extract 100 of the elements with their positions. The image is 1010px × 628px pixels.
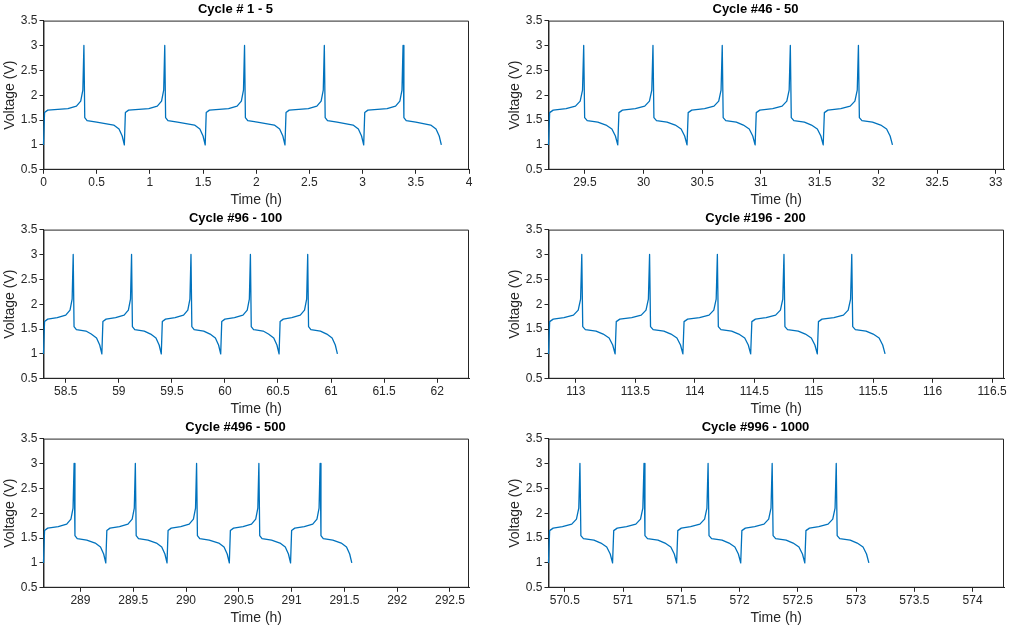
x-tick-label: 113.5 bbox=[620, 384, 651, 399]
y-tick-label: 0.5 bbox=[525, 162, 543, 177]
y-tick-label: 2.5 bbox=[20, 62, 38, 77]
x-tick-label: 573.5 bbox=[899, 593, 930, 608]
y-tick-label: 3.5 bbox=[20, 12, 38, 27]
chart-title: Cycle #96 - 100 bbox=[188, 210, 283, 226]
x-tick-label: 289 bbox=[70, 593, 91, 608]
x-tick-label: 32 bbox=[871, 175, 886, 190]
y-tick-label: 3.5 bbox=[525, 221, 543, 236]
x-tick-label: 290 bbox=[176, 593, 197, 608]
y-tick-label: 2 bbox=[30, 296, 38, 311]
y-axis-title: Voltage (V) bbox=[506, 478, 523, 548]
chart-title: Cycle #196 - 200 bbox=[705, 210, 806, 226]
x-tick-label: 0 bbox=[40, 175, 48, 190]
x-axis-title: Time (h) bbox=[230, 191, 283, 208]
x-axis-title: Time (h) bbox=[230, 400, 283, 417]
y-tick-label: 3 bbox=[535, 455, 543, 470]
x-axis-title: Time (h) bbox=[750, 609, 803, 626]
y-tick-label: 2.5 bbox=[525, 271, 543, 286]
x-axis-title: Time (h) bbox=[230, 609, 283, 626]
y-tick-label: 1.5 bbox=[20, 112, 38, 127]
y-tick-label: 0.5 bbox=[525, 371, 543, 386]
y-axis-title: Voltage (V) bbox=[506, 269, 523, 339]
x-tick-label: 61.5 bbox=[372, 384, 397, 399]
y-tick-label: 3 bbox=[30, 246, 38, 261]
chart-title: Cycle #46 - 50 bbox=[712, 1, 799, 17]
x-tick-label: 4 bbox=[465, 175, 473, 190]
y-tick-label: 1.5 bbox=[20, 530, 38, 545]
x-tick-label: 3 bbox=[359, 175, 367, 190]
y-tick-label: 3.5 bbox=[525, 430, 543, 445]
x-tick-label: 114.5 bbox=[739, 384, 770, 399]
x-tick-label: 291 bbox=[281, 593, 302, 608]
y-tick-label: 0.5 bbox=[525, 580, 543, 595]
x-tick-label: 32.5 bbox=[925, 175, 950, 190]
x-tick-label: 115 bbox=[804, 384, 824, 399]
x-tick-label: 113 bbox=[566, 384, 586, 399]
x-tick-label: 62 bbox=[430, 384, 445, 399]
y-tick-label: 3.5 bbox=[20, 221, 38, 236]
x-tick-label: 1 bbox=[146, 175, 154, 190]
y-tick-label: 0.5 bbox=[20, 162, 38, 177]
y-tick-label: 2.5 bbox=[20, 480, 38, 495]
x-tick-label: 114 bbox=[685, 384, 705, 399]
y-tick-label: 2 bbox=[535, 505, 543, 520]
y-tick-label: 1 bbox=[30, 555, 38, 570]
chart-title: Cycle #496 - 500 bbox=[185, 419, 286, 435]
x-tick-label: 33 bbox=[989, 175, 1003, 190]
x-tick-label: 572.5 bbox=[782, 593, 814, 608]
y-tick-label: 1 bbox=[30, 346, 38, 361]
y-axis-title: Voltage (V) bbox=[1, 60, 18, 130]
y-axis-title: Voltage (V) bbox=[506, 60, 523, 130]
x-tick-label: 3.5 bbox=[407, 175, 425, 190]
x-tick-label: 2 bbox=[252, 175, 260, 190]
x-tick-label: 570.5 bbox=[549, 593, 581, 608]
y-tick-label: 2 bbox=[30, 505, 38, 520]
x-tick-label: 292 bbox=[387, 593, 408, 608]
x-tick-label: 58.5 bbox=[54, 384, 78, 399]
x-tick-label: 574 bbox=[962, 593, 983, 608]
y-axis-title: Voltage (V) bbox=[1, 269, 18, 339]
x-tick-label: 30 bbox=[636, 175, 651, 190]
x-tick-label: 31 bbox=[754, 175, 768, 190]
x-tick-label: 61 bbox=[324, 384, 339, 399]
x-axis-title: Time (h) bbox=[750, 400, 803, 417]
x-tick-label: 289.5 bbox=[118, 593, 149, 608]
y-tick-label: 0.5 bbox=[20, 580, 38, 595]
y-tick-label: 2.5 bbox=[525, 480, 543, 495]
chart-title: Cycle # 1 - 5 bbox=[197, 1, 274, 17]
x-tick-label: 29.5 bbox=[573, 175, 597, 190]
y-tick-label: 2.5 bbox=[20, 271, 38, 286]
y-tick-label: 1.5 bbox=[20, 321, 38, 336]
x-tick-label: 571 bbox=[613, 593, 634, 608]
y-tick-label: 1 bbox=[535, 555, 543, 570]
y-tick-label: 0.5 bbox=[20, 371, 38, 386]
chart-title: Cycle #996 - 1000 bbox=[701, 419, 810, 435]
y-tick-label: 3 bbox=[30, 455, 38, 470]
x-tick-label: 59.5 bbox=[160, 384, 184, 399]
x-tick-label: 60 bbox=[218, 384, 232, 399]
x-axis-title: Time (h) bbox=[750, 191, 803, 208]
x-tick-label: 116 bbox=[923, 384, 943, 399]
y-tick-label: 1 bbox=[535, 137, 543, 152]
x-tick-label: 292.5 bbox=[434, 593, 466, 608]
x-tick-label: 116.5 bbox=[977, 384, 1007, 399]
y-tick-label: 1.5 bbox=[525, 321, 543, 336]
y-tick-label: 3.5 bbox=[20, 430, 38, 445]
x-tick-label: 572 bbox=[729, 593, 750, 608]
y-tick-label: 2 bbox=[535, 87, 543, 102]
y-tick-label: 2 bbox=[535, 296, 543, 311]
x-tick-label: 30.5 bbox=[690, 175, 715, 190]
x-tick-label: 571.5 bbox=[666, 593, 697, 608]
y-tick-label: 1 bbox=[535, 346, 543, 361]
y-tick-label: 2 bbox=[30, 87, 38, 102]
x-tick-label: 115.5 bbox=[858, 384, 889, 399]
y-tick-label: 3.5 bbox=[525, 12, 543, 27]
x-tick-label: 60.5 bbox=[266, 384, 290, 399]
x-tick-label: 31.5 bbox=[808, 175, 832, 190]
y-axis-title: Voltage (V) bbox=[1, 478, 18, 548]
y-tick-label: 3 bbox=[535, 246, 543, 261]
x-tick-label: 1.5 bbox=[194, 175, 212, 190]
x-tick-label: 0.5 bbox=[88, 175, 106, 190]
y-tick-label: 1.5 bbox=[525, 530, 543, 545]
y-tick-label: 1.5 bbox=[525, 112, 543, 127]
